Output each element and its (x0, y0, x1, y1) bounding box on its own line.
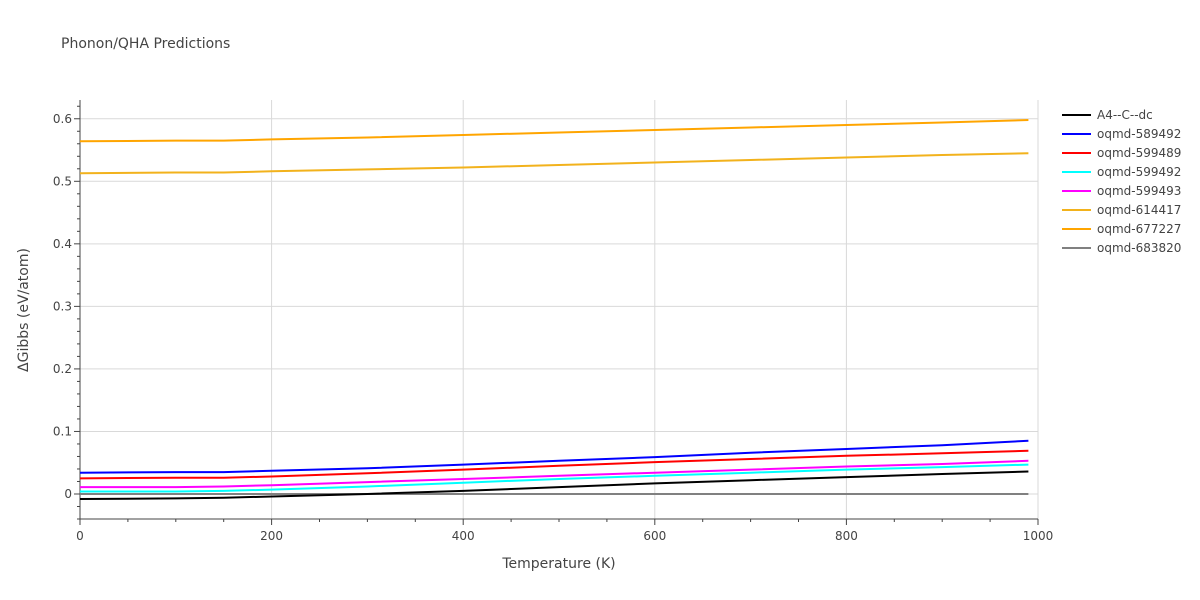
y-tick-label: 0.3 (53, 299, 72, 313)
x-tick-label: 0 (76, 529, 84, 543)
legend-label: oqmd-599492 (1097, 165, 1181, 179)
legend-label: oqmd-614417 (1097, 203, 1181, 217)
y-tick-label: 0.4 (53, 237, 72, 251)
series-line-oqmd-614417 (79, 152, 1029, 175)
legend-item-oqmd-599492[interactable]: oqmd-599492 (1062, 165, 1181, 179)
series-line-oqmd-599492 (80, 463, 1029, 493)
y-axis-title: ΔGibbs (eV/atom) (16, 248, 32, 372)
x-tick-label: 200 (260, 529, 283, 543)
legend-item-oqmd-599493[interactable]: oqmd-599493 (1062, 184, 1181, 198)
legend-label: oqmd-599489 (1097, 146, 1181, 160)
chart-title: Phonon/QHA Predictions (61, 36, 231, 52)
legend-label: oqmd-599493 (1097, 184, 1181, 198)
x-tick-label: 600 (643, 529, 666, 543)
x-axis-title: Temperature (K) (501, 556, 615, 572)
legend-item-A4--C--dc[interactable]: A4--C--dc (1062, 108, 1153, 122)
legend[interactable]: A4--C--dc oqmd-589492 oqmd-599489 oqmd-5994… (1062, 108, 1181, 255)
legend-label: oqmd-589492 (1097, 127, 1181, 141)
series-line-oqmd-589492 (79, 439, 1029, 474)
y-tick-label: 0.1 (53, 424, 72, 438)
axes-layer: 0 200 400 600 800 1000 0 0.1 0.2 0.3 0.4 0.5 0.6 (53, 100, 1053, 543)
y-tick-label: 0.6 (53, 112, 72, 126)
y-tick-label: 0.5 (53, 174, 72, 188)
legend-item-oqmd-589492[interactable]: oqmd-589492 (1062, 127, 1181, 141)
series-line-oqmd-677227 (79, 119, 1029, 143)
x-tick-label: 1000 (1023, 529, 1054, 543)
y-tick-label: 0 (64, 487, 72, 501)
legend-item-oqmd-614417[interactable]: oqmd-614417 (1062, 203, 1181, 217)
legend-item-oqmd-683820[interactable]: oqmd-683820 (1062, 241, 1181, 255)
series-line-oqmd-599489 (79, 449, 1029, 480)
series-line-A4--C--dc (79, 470, 1029, 500)
y-tick-label: 0.2 (53, 362, 72, 376)
series-line-oqmd-599493 (80, 459, 1029, 489)
legend-label: oqmd-677227 (1097, 222, 1181, 236)
legend-item-oqmd-599489[interactable]: oqmd-599489 (1062, 146, 1181, 160)
x-tick-label: 800 (835, 529, 858, 543)
legend-label: oqmd-683820 (1097, 241, 1181, 255)
grid-layer (80, 100, 1039, 519)
legend-label: A4--C--dc (1097, 108, 1153, 122)
legend-item-oqmd-677227[interactable]: oqmd-677227 (1062, 222, 1181, 236)
series-layer (79, 119, 1029, 500)
x-tick-label: 400 (452, 529, 475, 543)
